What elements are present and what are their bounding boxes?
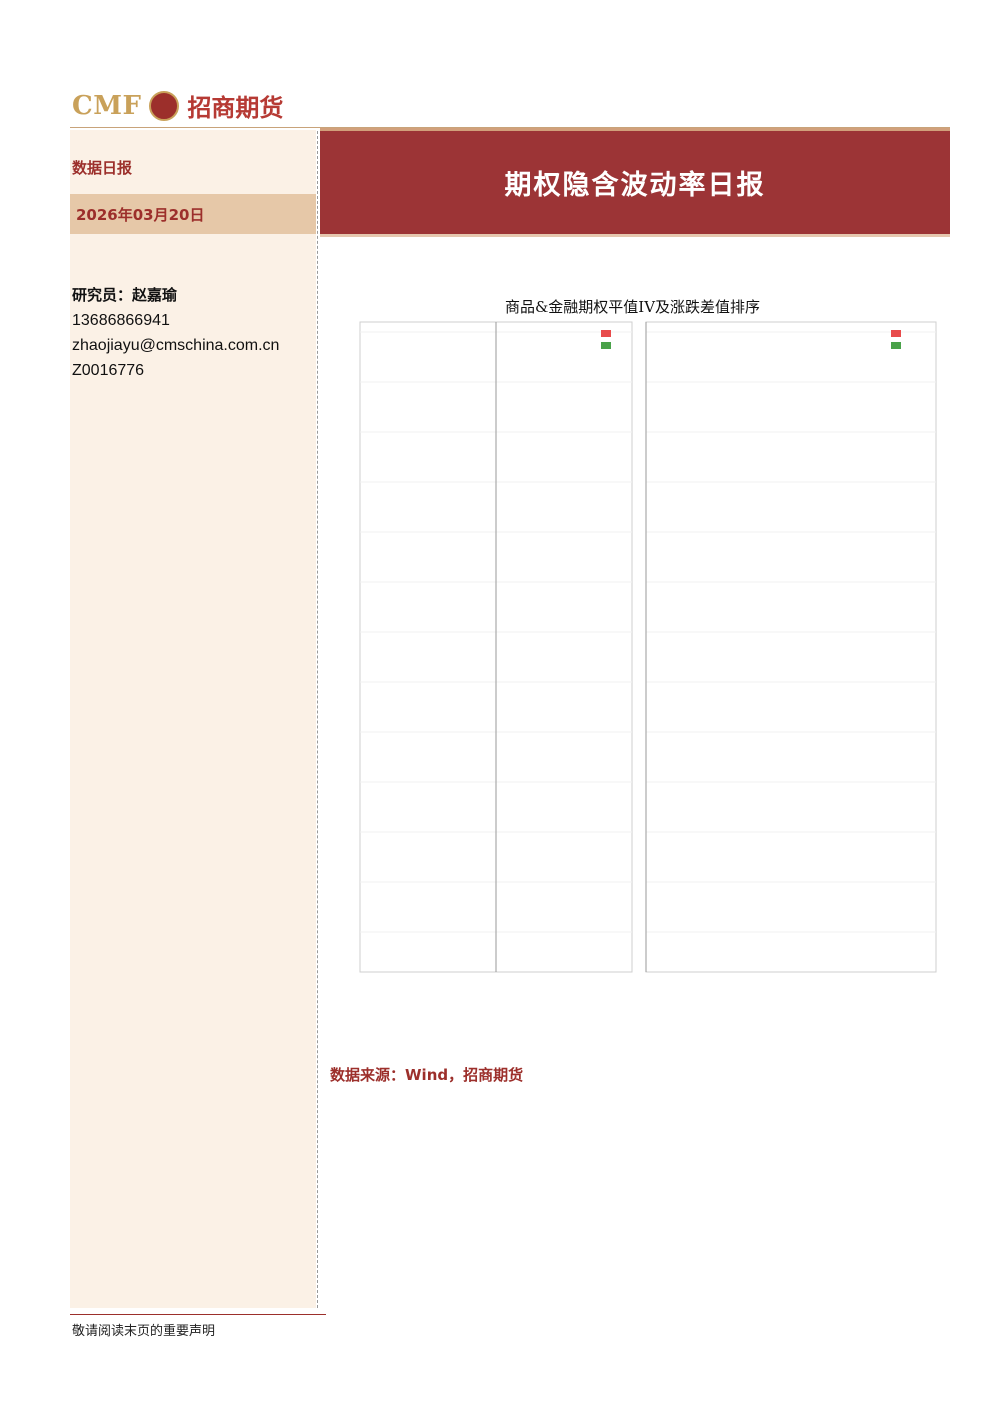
chart-title: 商品&金融期权平值IV及涨跌差值排序 <box>504 298 761 316</box>
logo-text-cn: 招商期货 <box>187 93 284 122</box>
report-title: 期权隐含波动率日报 <box>504 170 766 201</box>
vertical-divider <box>317 131 319 1308</box>
researcher-title: 研究员：赵嘉瑜 <box>72 286 178 304</box>
footer-disclaimer: 敬请阅读末页的重要声明 <box>72 1324 216 1339</box>
right-legend-down-swatch <box>891 342 901 349</box>
right-panel-frame <box>645 321 937 973</box>
researcher-info: 研究员：赵嘉瑜 13686866941 zhaojiayu@cmschina.c… <box>72 283 279 383</box>
report-type-label: 数据日报 <box>72 159 133 177</box>
brand-logo: CMF 招商期货 <box>72 88 283 123</box>
footer-rule <box>70 1314 326 1315</box>
right-legend-up-swatch <box>891 330 901 337</box>
researcher-license: Z0016776 <box>72 362 145 379</box>
report-title-banner: 期权隐含波动率日报 <box>320 131 950 234</box>
header-divider <box>70 127 950 128</box>
title-bottom-rule <box>320 234 950 237</box>
chart-canvas <box>359 321 937 973</box>
researcher-phone: 13686866941 <box>72 312 170 329</box>
report-date: 2026年03月20日 <box>70 194 316 234</box>
researcher-email[interactable]: zhaojiayu@cmschina.com.cn <box>72 337 280 354</box>
data-source: 数据来源：Wind，招商期货 <box>330 1066 524 1084</box>
left-panel <box>70 130 316 1308</box>
left-legend-down-swatch <box>601 342 611 349</box>
chart-frame: 商品&金融期权平值IV及涨跌差值排序 <box>326 252 939 1042</box>
left-legend-up-swatch <box>601 330 611 337</box>
top-rule <box>320 128 950 131</box>
logo-text-en: CMF <box>72 90 142 121</box>
logo-badge <box>149 90 180 121</box>
